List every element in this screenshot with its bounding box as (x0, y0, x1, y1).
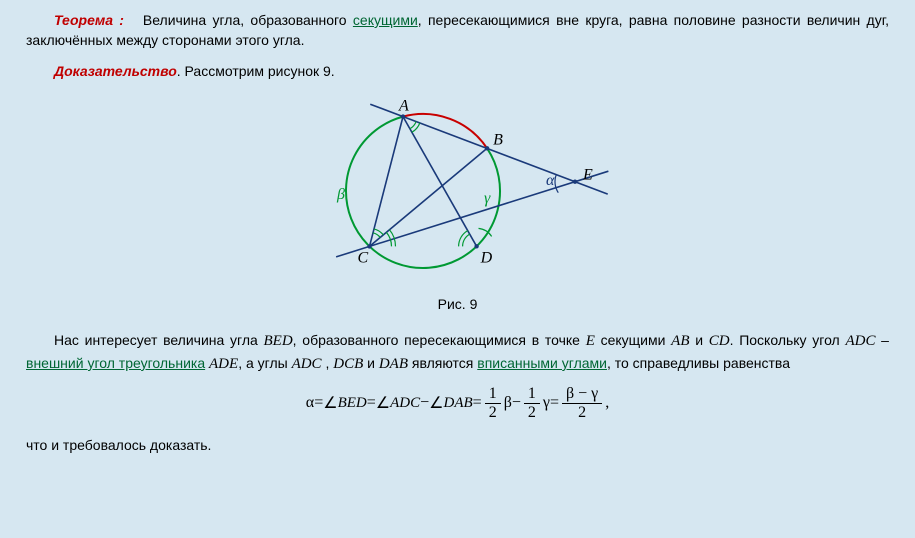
math-DCB: DCB (333, 356, 363, 372)
proof-sentence: . Рассмотрим рисунок 9. (177, 63, 335, 79)
math-BED: BED (264, 333, 293, 349)
theorem-paragraph: Теорема : Величина угла, образованного с… (26, 10, 889, 51)
svg-text:α: α (546, 172, 555, 189)
t-e: . Поскольку угол (730, 332, 846, 348)
figure-9: A B C D Eβ γ α (26, 91, 889, 286)
math-CD: CD (709, 333, 730, 349)
eq-comma: , (605, 394, 609, 412)
svg-text:C: C (357, 249, 368, 266)
eq-eq3: = (473, 394, 482, 412)
math-ADC: ADC (845, 333, 875, 349)
proof-label: Доказательство (54, 63, 177, 79)
link-secants[interactable]: секущими (353, 12, 418, 28)
svg-text:γ: γ (484, 190, 491, 207)
math-E: E (586, 333, 595, 349)
eq-minus2: − (512, 394, 521, 412)
eq-angle2: ∠ (376, 393, 390, 413)
eq-beta: β (504, 394, 512, 412)
t-j: и (363, 355, 379, 371)
math-AB: AB (671, 333, 689, 349)
link-inscribed-angles[interactable]: вписанными углами (477, 355, 607, 371)
eq-half1: 1 2 (485, 386, 501, 421)
svg-text:β: β (336, 186, 345, 203)
t-i: , (322, 355, 334, 371)
equation: α = ∠BED = ∠ADC − ∠DAB = 1 2 β − 1 2 γ =… (26, 386, 889, 421)
t-a: Нас интересует величина угла (54, 332, 264, 348)
eq-DAB: DAB (443, 395, 472, 412)
t-f: – (875, 332, 889, 348)
eq-angle1: ∠ (323, 393, 337, 413)
eq-alpha: α (306, 394, 314, 412)
eq-eq2: = (367, 394, 376, 412)
eq-eq1: = (314, 394, 323, 412)
qed: что и требовалось доказать. (26, 435, 889, 455)
eq-mainfrac-num: β − γ (562, 386, 602, 404)
eq-minus1: − (420, 394, 429, 412)
t-d: и (689, 332, 708, 348)
body-paragraph: Нас интересует величина угла BED, образо… (26, 330, 889, 376)
eq-half1-den: 2 (485, 404, 501, 421)
eq-half2-num: 1 (524, 386, 540, 404)
svg-text:D: D (479, 249, 492, 266)
theorem-label: Теорема : (54, 12, 124, 28)
svg-text:E: E (582, 167, 593, 184)
t-b: , образованного пересекающимися в точке (293, 332, 586, 348)
math-DAB: DAB (379, 356, 408, 372)
proof-paragraph: Доказательство. Рассмотрим рисунок 9. (26, 61, 889, 81)
eq-BED: BED (338, 395, 367, 412)
eq-half2-den: 2 (524, 404, 540, 421)
t-h: , а углы (238, 355, 291, 371)
eq-mainfrac: β − γ 2 (562, 386, 602, 421)
eq-ADC: ADC (390, 395, 420, 412)
eq-half2: 1 2 (524, 386, 540, 421)
theorem-text-pre: Величина угла, образованного (130, 12, 353, 28)
eq-eq4: = (550, 394, 559, 412)
page-root: Теорема : Величина угла, образованного с… (0, 0, 915, 538)
t-c: секущими (595, 332, 671, 348)
eq-mainfrac-den: 2 (574, 404, 590, 421)
figure-svg: A B C D Eβ γ α (278, 91, 638, 286)
t-k: являются (408, 355, 477, 371)
link-exterior-angle[interactable]: внешний угол треугольника (26, 355, 205, 371)
eq-gamma: γ (543, 394, 550, 412)
math-ADE: ADE (209, 356, 238, 372)
svg-text:B: B (493, 131, 503, 148)
figure-caption: Рис. 9 (26, 294, 889, 314)
t-l: , то справедливы равенства (607, 355, 790, 371)
svg-text:A: A (398, 97, 409, 114)
eq-half1-num: 1 (485, 386, 501, 404)
eq-angle3: ∠ (429, 393, 443, 413)
math-ADC2: ADC (292, 356, 322, 372)
